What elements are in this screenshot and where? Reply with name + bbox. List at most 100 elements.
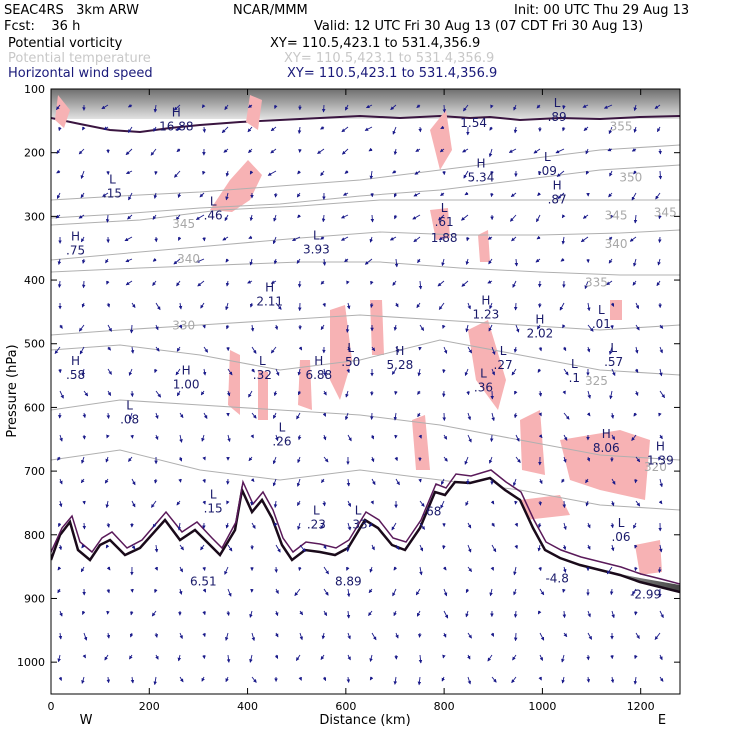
wind-arrow	[58, 126, 62, 132]
wind-arrow	[584, 280, 589, 290]
wind-arrow	[416, 104, 421, 108]
wind-arrow	[105, 500, 110, 509]
wind-arrow	[202, 588, 207, 593]
wind-arrow	[631, 148, 637, 152]
theta-label: 340	[605, 237, 628, 251]
wind-arrow	[154, 544, 159, 553]
wind-arrow	[150, 148, 157, 156]
extremum-value: .01	[592, 317, 611, 331]
wind-arrow	[488, 148, 493, 158]
wind-arrow	[272, 456, 277, 465]
wind-arrow	[317, 148, 325, 154]
wind-arrow	[179, 434, 183, 443]
wind-arrow	[299, 610, 303, 616]
wind-arrow	[538, 434, 543, 439]
pv-shading	[55, 95, 662, 575]
wind-arrow	[632, 280, 637, 286]
wind-arrow	[297, 280, 302, 288]
wind-arrow	[608, 126, 613, 135]
wind-arrow	[80, 192, 85, 199]
wind-arrow	[464, 368, 469, 377]
wind-arrow	[610, 412, 615, 419]
wind-arrow	[610, 676, 615, 684]
extremum-type: H	[71, 230, 80, 244]
wind-arrow	[176, 148, 181, 153]
wind-arrow	[487, 236, 493, 240]
wind-arrow	[467, 434, 472, 443]
wind-arrow	[389, 236, 397, 241]
wind-arrow	[515, 456, 521, 463]
wind-arrow	[631, 434, 637, 441]
wind-arrow	[298, 346, 303, 351]
wind-arrow	[392, 280, 397, 286]
wind-arrow	[105, 214, 110, 223]
wind-arrow	[439, 148, 445, 153]
wind-arrow	[320, 654, 325, 661]
x-end-right: E	[658, 713, 666, 728]
extremum-type: H	[71, 354, 80, 368]
wind-arrow	[490, 500, 495, 505]
wind-arrow	[610, 214, 614, 219]
field-xy-theta: XY= 110.5,423.1 to 531.4,356.9	[284, 51, 495, 66]
wind-arrow	[130, 610, 134, 616]
extremum-type: L	[126, 398, 133, 412]
wind-arrow	[611, 610, 615, 619]
x-axis-label: Distance (km)	[319, 713, 410, 728]
wind-arrow	[82, 434, 86, 440]
wind-arrow	[152, 258, 157, 262]
x-tick-label: 0	[48, 700, 55, 713]
wind-arrow	[323, 566, 329, 575]
wind-arrow	[586, 346, 591, 353]
wind-arrow	[299, 632, 303, 641]
wind-arrow	[609, 390, 613, 400]
wind-arrow	[634, 544, 638, 549]
wind-arrow	[54, 346, 61, 354]
wind-arrow	[557, 192, 565, 200]
wind-arrow	[491, 522, 495, 527]
wind-arrow	[199, 192, 205, 198]
x-tick-label: 200	[139, 700, 160, 713]
wind-arrow	[393, 610, 397, 617]
wind-arrow	[59, 478, 63, 485]
wind-arrow	[251, 368, 255, 373]
wind-arrow	[561, 478, 565, 483]
wind-arrow	[658, 214, 662, 220]
wind-arrow	[633, 126, 638, 133]
wind-arrow	[270, 280, 277, 284]
wind-arrow	[442, 566, 447, 571]
wind-arrow	[323, 368, 327, 377]
wind-arrow	[418, 478, 422, 483]
wind-arrow	[200, 302, 205, 309]
wind-arrow	[323, 390, 327, 396]
y-tick-label: 1000	[17, 656, 45, 669]
wind-arrow	[586, 456, 591, 462]
wind-arrow	[586, 412, 591, 417]
wind-arrow	[634, 346, 639, 354]
wind-arrow	[267, 170, 277, 176]
wind-arrow	[585, 170, 590, 175]
wind-arrow	[513, 126, 518, 134]
wind-arrow	[539, 632, 545, 641]
wind-arrow	[344, 412, 349, 421]
wind-arrow	[152, 214, 157, 220]
wind-arrow	[227, 588, 232, 597]
wind-arrow	[226, 654, 231, 663]
wind-arrow	[370, 214, 375, 223]
wind-arrow	[368, 610, 373, 616]
wind-arrow	[274, 192, 278, 198]
wind-arrow	[555, 148, 565, 154]
wind-arrow	[251, 522, 256, 529]
stratospheric-pv-band	[51, 89, 680, 119]
wind-arrow	[346, 478, 351, 487]
wind-arrow	[416, 610, 421, 617]
wind-arrow	[80, 566, 85, 573]
extremum-value: 2.02	[527, 326, 554, 340]
extremum-type: L	[259, 354, 266, 368]
wind-arrow	[298, 566, 302, 572]
extremum-value: .36	[474, 381, 493, 395]
wind-arrow	[394, 456, 398, 462]
wind-arrow	[467, 302, 471, 310]
wind-arrow	[467, 544, 472, 553]
wind-arrow	[587, 610, 591, 618]
wind-arrow	[294, 588, 301, 597]
